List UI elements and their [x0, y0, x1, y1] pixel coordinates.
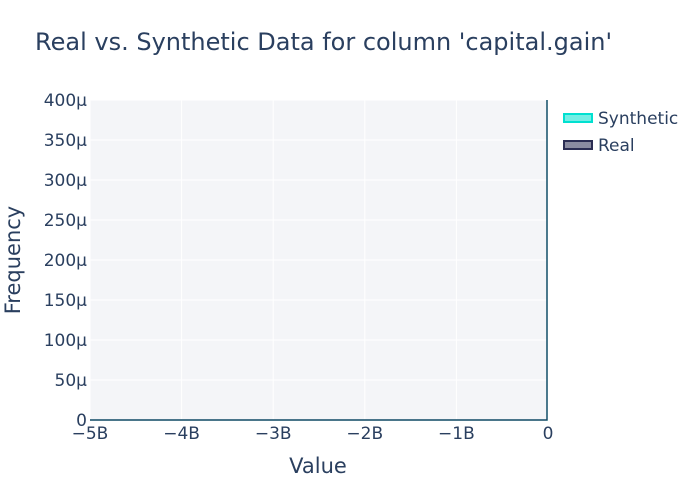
chart-title: Real vs. Synthetic Data for column 'capi…	[35, 28, 612, 56]
x-tick-label: −4B	[163, 424, 200, 444]
legend-swatch-real	[563, 140, 593, 150]
legend-label-real: Real	[598, 136, 635, 156]
y-tick-label: 50µ	[55, 371, 88, 391]
legend-label-synthetic: Synthetic	[598, 109, 678, 129]
y-tick-label: 200µ	[44, 251, 87, 271]
series-layer	[90, 100, 548, 421]
y-tick-label: 400µ	[44, 91, 87, 111]
y-tick-label: 0	[76, 411, 87, 431]
y-tick-label: 300µ	[44, 171, 87, 191]
y-axis-ticks: 0 50µ 100µ 150µ 200µ 250µ 300µ 350µ 400µ	[44, 91, 87, 431]
x-tick-label: −5B	[72, 424, 109, 444]
legend: Synthetic Real	[563, 109, 678, 156]
y-axis-title: Frequency	[1, 206, 25, 315]
x-axis-title: Value	[289, 454, 347, 478]
y-tick-label: 350µ	[44, 131, 87, 151]
x-tick-label: −2B	[346, 424, 383, 444]
y-tick-label: 100µ	[44, 331, 87, 351]
x-axis-ticks: −5B −4B −3B −2B −1B 0	[72, 424, 554, 444]
series-line-real	[90, 100, 548, 421]
y-tick-label: 150µ	[44, 291, 87, 311]
grid-lines	[89, 99, 549, 421]
x-tick-label: −3B	[255, 424, 292, 444]
legend-swatch-synthetic	[563, 113, 593, 123]
x-tick-label: 0	[543, 424, 554, 444]
y-tick-label: 250µ	[44, 211, 87, 231]
x-tick-label: −1B	[438, 424, 475, 444]
